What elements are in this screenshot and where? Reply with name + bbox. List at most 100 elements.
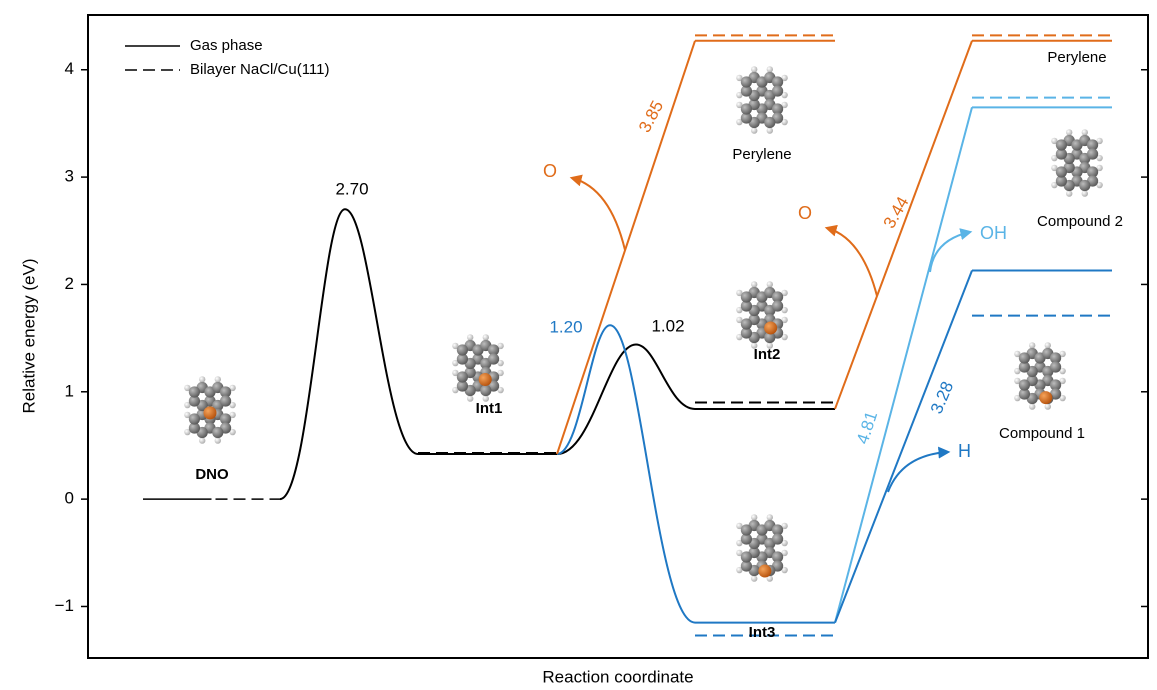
hydrogen-atom	[1045, 403, 1051, 409]
hydrogen-atom	[751, 127, 757, 133]
hydrogen-atom	[751, 66, 757, 72]
carbon-atom	[741, 103, 752, 114]
carbon-atom	[189, 413, 200, 424]
hydrogen-atom	[215, 376, 221, 382]
hydrogen-atom	[767, 514, 773, 520]
carbon-atom	[488, 353, 499, 364]
plot-frame	[88, 15, 1148, 658]
carbon-atom	[1056, 139, 1067, 150]
oxygen-atom	[1039, 391, 1052, 404]
desorption-line	[557, 41, 695, 454]
hydrogen-atom	[1045, 342, 1051, 348]
carbon-atom	[772, 300, 783, 311]
oxygen-atom	[758, 565, 771, 578]
carbon-atom	[1050, 361, 1061, 372]
carbon-atom	[1019, 352, 1030, 363]
product-label: H	[958, 441, 971, 461]
y-axis-label: Relative energy (eV)	[19, 259, 38, 414]
barrier-label: 2.70	[335, 179, 368, 198]
chart: Relative energy (eV) Reaction coordinate…	[0, 0, 1157, 690]
page: Relative energy (eV) Reaction coordinate…	[0, 0, 1157, 690]
hydrogen-atom	[467, 395, 473, 401]
y-tick-label: −1	[55, 596, 74, 615]
y-tick-label: 1	[65, 381, 74, 400]
product-label: O	[543, 161, 557, 181]
barrier-label: 3.85	[635, 97, 667, 135]
hydrogen-atom	[751, 514, 757, 520]
hydrogen-atom	[467, 334, 473, 340]
hydrogen-atom	[767, 281, 773, 287]
carbon-atom	[1087, 148, 1098, 159]
x-axis-label: Reaction coordinate	[542, 667, 693, 686]
hydrogen-atom	[483, 334, 489, 340]
hydrogen-atom	[1029, 403, 1035, 409]
carbon-atom	[741, 291, 752, 302]
y-tick-label: 4	[65, 59, 74, 78]
state-label: Int1	[476, 400, 503, 417]
state-label: Int2	[754, 346, 781, 363]
hydrogen-atom	[199, 437, 205, 443]
state-label: Perylene	[732, 146, 791, 163]
state-label: Int3	[749, 624, 776, 641]
product-label: O	[798, 203, 812, 223]
molecule	[736, 281, 788, 349]
desorption-line	[835, 270, 972, 622]
carbon-atom	[772, 85, 783, 96]
barrier-curve	[557, 345, 695, 454]
y-tick-label: 0	[65, 489, 74, 508]
oxygen-atom	[479, 373, 492, 386]
carbon-atom	[212, 427, 223, 438]
hydrogen-atom	[1082, 129, 1088, 135]
product-label: OH	[980, 223, 1007, 243]
state-label: DNO	[195, 466, 229, 483]
molecule	[184, 376, 236, 444]
oxygen-atom	[204, 406, 217, 419]
product-arrow	[930, 232, 970, 272]
carbon-atom	[1019, 379, 1030, 390]
molecule	[1014, 342, 1066, 410]
hydrogen-atom	[751, 281, 757, 287]
hydrogen-atom	[1082, 190, 1088, 196]
molecule	[736, 514, 788, 582]
hydrogen-atom	[199, 376, 205, 382]
molecule	[452, 334, 504, 402]
carbon-atom	[457, 344, 468, 355]
carbon-atom	[220, 395, 231, 406]
carbon-atom	[741, 318, 752, 329]
product-arrow	[572, 178, 625, 250]
barrier-curve	[557, 325, 695, 622]
legend-label: Bilayer NaCl/Cu(111)	[190, 61, 330, 78]
barrier-label: 4.81	[853, 409, 881, 446]
molecule	[1051, 129, 1103, 197]
hydrogen-atom	[767, 127, 773, 133]
carbon-atom	[764, 117, 775, 128]
carbon-atom	[741, 524, 752, 535]
hydrogen-atom	[751, 575, 757, 581]
carbon-atom	[189, 386, 200, 397]
barrier-label: 3.28	[927, 379, 957, 417]
hydrogen-atom	[1066, 190, 1072, 196]
carbon-atom	[772, 533, 783, 544]
carbon-atom	[1056, 166, 1067, 177]
legend-label: Gas phase	[190, 37, 263, 54]
hydrogen-atom	[767, 66, 773, 72]
oxygen-atom	[764, 321, 777, 334]
product-arrow	[827, 228, 877, 296]
hydrogen-atom	[1066, 129, 1072, 135]
desorption-line	[835, 41, 972, 409]
carbon-atom	[457, 371, 468, 382]
state-label: Perylene	[1047, 49, 1106, 66]
barrier-label: 1.02	[651, 316, 684, 335]
y-tick-label: 2	[65, 274, 74, 293]
carbon-atom	[480, 385, 491, 396]
state-label: Compound 2	[1037, 213, 1123, 230]
carbon-atom	[741, 76, 752, 87]
hydrogen-atom	[1029, 342, 1035, 348]
barrier-curve	[280, 209, 418, 499]
y-tick-label: 3	[65, 167, 74, 186]
molecule	[736, 66, 788, 134]
desorption-line	[835, 107, 972, 622]
product-arrow	[888, 452, 948, 492]
barrier-label: 1.20	[549, 317, 582, 336]
hydrogen-atom	[215, 437, 221, 443]
